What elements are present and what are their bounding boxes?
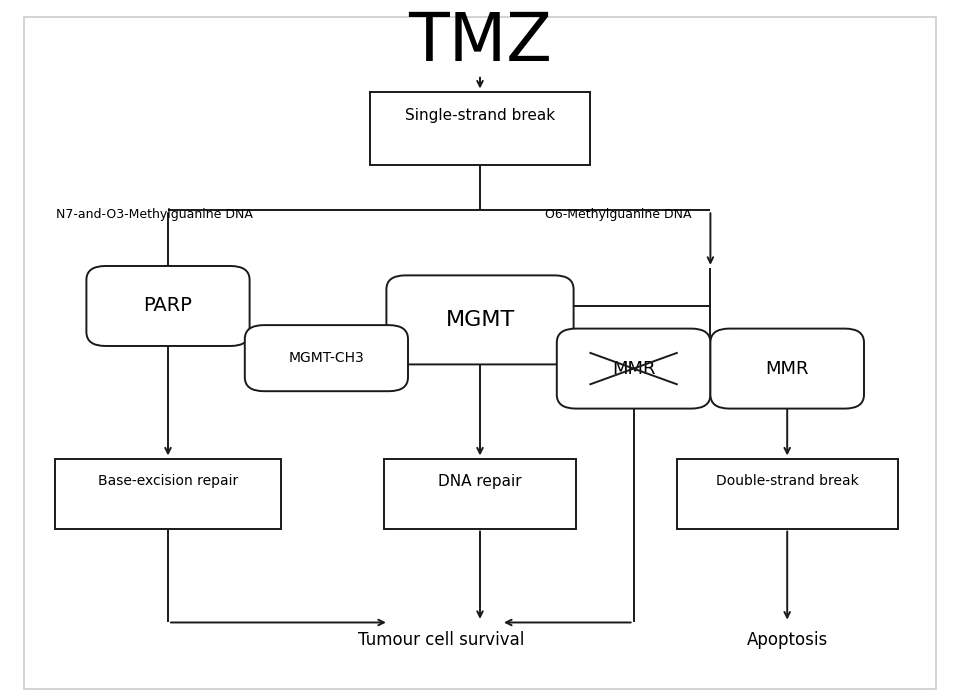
FancyBboxPatch shape [55, 459, 280, 528]
FancyBboxPatch shape [677, 459, 898, 528]
Text: O6-Methylguanine DNA: O6-Methylguanine DNA [545, 208, 692, 221]
Text: TMZ: TMZ [408, 8, 552, 75]
Text: MMR: MMR [612, 359, 656, 377]
Text: MGMT: MGMT [445, 310, 515, 330]
FancyBboxPatch shape [384, 459, 576, 528]
FancyBboxPatch shape [245, 325, 408, 391]
FancyBboxPatch shape [86, 266, 250, 346]
FancyBboxPatch shape [370, 92, 590, 165]
Text: MGMT-CH3: MGMT-CH3 [289, 351, 364, 365]
Text: Single-strand break: Single-strand break [405, 108, 555, 123]
Text: Apoptosis: Apoptosis [747, 631, 828, 649]
Text: Base-excision repair: Base-excision repair [98, 475, 238, 489]
FancyBboxPatch shape [386, 275, 573, 364]
Text: MMR: MMR [765, 359, 809, 377]
Text: Double-strand break: Double-strand break [716, 475, 858, 489]
Text: N7-and-O3-Methylguanine DNA: N7-and-O3-Methylguanine DNA [56, 208, 252, 221]
Text: PARP: PARP [144, 296, 192, 315]
Text: Tumour cell survival: Tumour cell survival [358, 631, 525, 649]
FancyBboxPatch shape [710, 329, 864, 409]
FancyBboxPatch shape [557, 329, 710, 409]
Text: DNA repair: DNA repair [438, 474, 522, 489]
